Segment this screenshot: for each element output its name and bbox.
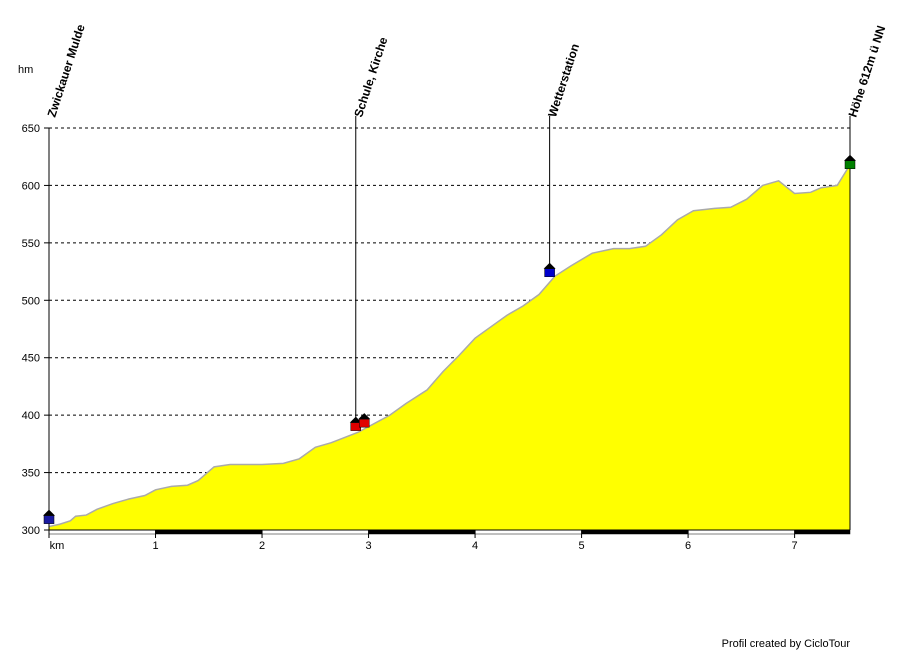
marker-body <box>43 515 55 524</box>
waypoint-label: Höhe 612m ü NN <box>846 24 889 119</box>
y-tick-label: 650 <box>22 123 40 135</box>
x-tick-label: 6 <box>685 540 691 552</box>
marker-body <box>359 418 370 428</box>
waypoint-label: Wetterstation <box>545 42 582 119</box>
x-tick-label: 5 <box>579 540 585 552</box>
profile-line <box>48 164 851 528</box>
area <box>49 164 850 531</box>
x-tick-label: 2 <box>259 540 265 552</box>
y-tick-label: 450 <box>22 353 40 365</box>
x-tick-label: 1 <box>152 540 158 552</box>
waypoint-marker <box>844 154 856 170</box>
km-bar <box>368 530 476 534</box>
y-tick-label: 500 <box>22 295 40 307</box>
y-tick-label: 400 <box>22 410 40 422</box>
y-tick-label: 550 <box>22 238 40 250</box>
footer: Profil created by CicloTour <box>722 638 851 650</box>
marker-body <box>544 268 555 277</box>
y-axis-label: hm <box>18 64 33 76</box>
marker-roof <box>358 413 371 420</box>
marker-roof <box>43 509 55 516</box>
y-tick-label: 600 <box>22 180 40 192</box>
y-tick-label: 350 <box>22 468 40 480</box>
marker-roof <box>543 262 556 269</box>
marker-body <box>844 160 856 170</box>
marker-roof <box>844 154 856 161</box>
waypoint-marker <box>43 509 55 524</box>
x-tick-label: km <box>50 540 65 552</box>
waypoint-marker <box>543 262 556 277</box>
km-bar <box>155 530 263 534</box>
waypoint-marker <box>358 413 371 428</box>
x-tick-label: 3 <box>365 540 371 552</box>
y-tick-label: 300 <box>22 525 40 537</box>
km-bar <box>581 530 689 534</box>
waypoint-label: Schule, Kirche <box>351 35 390 119</box>
km-bar <box>794 530 850 534</box>
marker-roof <box>349 416 362 423</box>
x-tick-label: 7 <box>792 540 798 552</box>
waypoint-label: Zwickauer Mulde <box>45 22 88 119</box>
x-tick-label: 4 <box>472 540 478 552</box>
